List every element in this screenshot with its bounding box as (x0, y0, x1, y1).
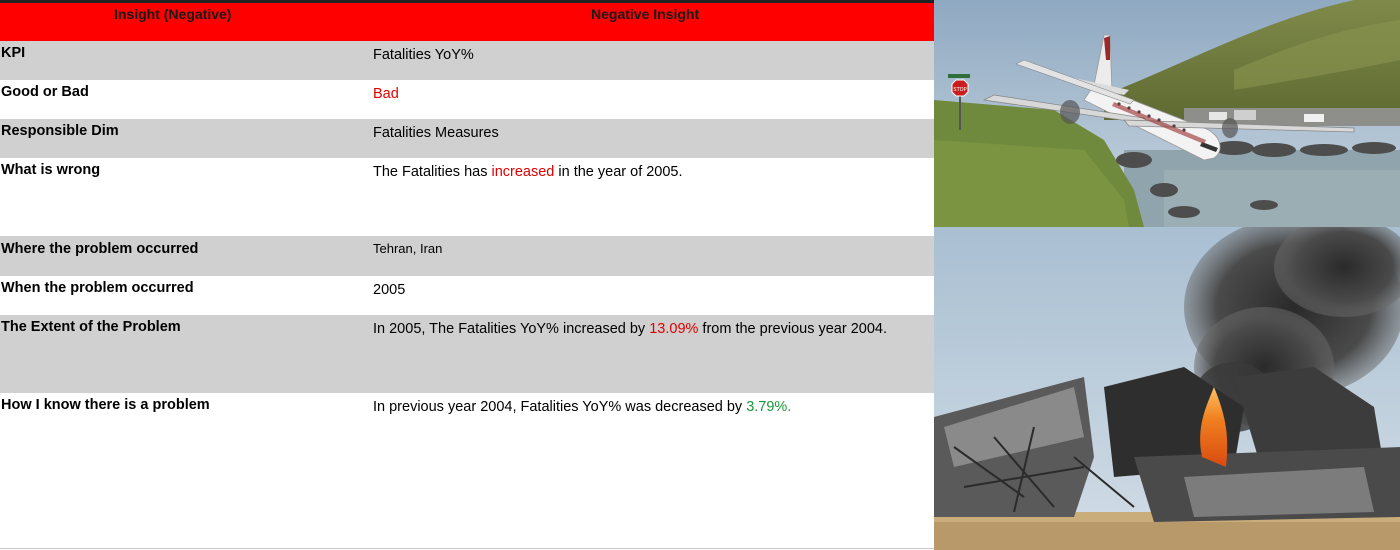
highlight-decrease-pct: 3.79%. (746, 399, 792, 415)
row-label: When the problem occurred (1, 280, 194, 296)
row-value: Fatalities YoY% (373, 47, 474, 63)
row-value: Fatalities Measures (373, 125, 499, 141)
value-text: In previous year 2004, Fatalities YoY% w… (373, 399, 747, 415)
value-text: In 2005, The Fatalities YoY% increased b… (373, 321, 650, 337)
header-insight-negative: Insight (Negative) (114, 6, 232, 22)
wreckage-scene-illustration (934, 227, 1400, 550)
value-text: in the year of 2005. (554, 164, 683, 180)
table-row: What is wrong The Fatalities has increas… (0, 158, 934, 236)
row-label: How I know there is a problem (1, 397, 210, 413)
value-text: The Fatalities has (373, 164, 492, 180)
insight-table: Insight (Negative) Negative Insight KPI … (0, 0, 934, 550)
photo-plane-off-runway: STOP (934, 0, 1400, 227)
row-label: KPI (1, 45, 26, 61)
header-negative-insight: Negative Insight (591, 6, 700, 22)
photo-plane-wreckage-fire (934, 227, 1400, 550)
row-label: Good or Bad (1, 84, 89, 100)
stop-sign (951, 79, 969, 97)
row-label: Responsible Dim (1, 123, 119, 139)
table-row: Where the problem occurred Tehran, Iran (0, 236, 934, 276)
row-value: In 2005, The Fatalities YoY% increased b… (373, 319, 918, 340)
table-row: The Extent of the Problem In 2005, The F… (0, 315, 934, 393)
row-value: In previous year 2004, Fatalities YoY% w… (373, 397, 918, 418)
row-value: 2005 (373, 282, 406, 298)
table-header: Insight (Negative) Negative Insight (0, 0, 934, 41)
plane-scene-illustration: STOP (934, 0, 1400, 227)
table-bottom-border (0, 548, 934, 549)
row-label: What is wrong (1, 162, 101, 178)
table-row: How I know there is a problem In previou… (0, 393, 934, 548)
table-row: KPI Fatalities YoY% (0, 41, 934, 80)
row-value: Bad (373, 86, 399, 102)
row-label: Where the problem occurred (1, 241, 199, 257)
row-value: Tehran, Iran (373, 241, 443, 256)
table-row: Responsible Dim Fatalities Measures (0, 119, 934, 158)
highlight-increase-pct: 13.09% (649, 321, 699, 337)
fire (1200, 387, 1228, 467)
svg-text:STOP: STOP (953, 87, 966, 93)
table-row: Good or Bad Bad (0, 80, 934, 119)
value-text: from the previous year 2004. (698, 321, 888, 337)
airplane (982, 34, 1355, 161)
table-row: When the problem occurred 2005 (0, 276, 934, 315)
row-label: The Extent of the Problem (1, 319, 181, 335)
row-value: The Fatalities has increased in the year… (373, 162, 918, 183)
highlight-increased: increased (491, 164, 555, 180)
